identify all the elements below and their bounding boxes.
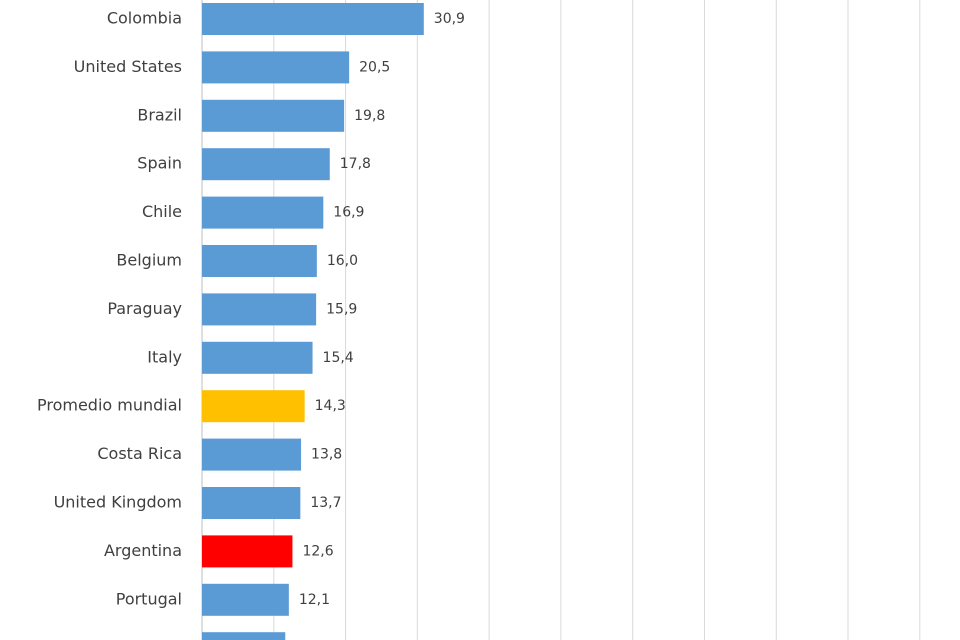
category-label: Spain [137, 154, 182, 173]
value-label: 16,0 [327, 253, 358, 269]
category-label: Chile [142, 202, 182, 221]
value-label: 30,9 [434, 11, 465, 27]
value-label: 12,6 [302, 543, 333, 559]
category-label: Paraguay [107, 299, 182, 318]
category-label: United Kingdom [54, 493, 182, 512]
category-label: Italy [147, 347, 182, 366]
bar [202, 99, 345, 132]
value-label: 12,1 [299, 592, 330, 608]
bar [202, 487, 301, 519]
value-label: 17,8 [340, 156, 371, 172]
category-label: Brazil [137, 105, 182, 124]
value-label: 20,5 [359, 59, 390, 75]
value-label: 19,8 [354, 108, 385, 124]
bar [202, 390, 305, 423]
value-label: 14,3 [315, 398, 346, 414]
category-label: Colombia [107, 9, 182, 28]
bar [202, 632, 286, 640]
bar [202, 245, 317, 277]
category-label: Promedio mundial [37, 396, 182, 415]
category-label: Argentina [104, 541, 182, 560]
bar [202, 51, 350, 84]
bar [202, 196, 324, 229]
bar [202, 438, 302, 471]
bar [202, 583, 289, 616]
value-label: 13,7 [310, 495, 341, 511]
bar [202, 3, 424, 35]
value-label: 15,9 [326, 301, 357, 317]
category-label: United States [74, 57, 182, 76]
bar [202, 148, 330, 181]
value-label: 13,8 [311, 447, 342, 463]
bar [202, 535, 293, 568]
category-label: Portugal [116, 589, 182, 608]
bar [202, 341, 313, 374]
category-label: Costa Rica [97, 444, 182, 463]
category-label: Belgium [116, 251, 182, 270]
bar [202, 293, 317, 326]
value-label: 15,4 [323, 350, 354, 366]
value-label: 16,9 [333, 205, 364, 221]
